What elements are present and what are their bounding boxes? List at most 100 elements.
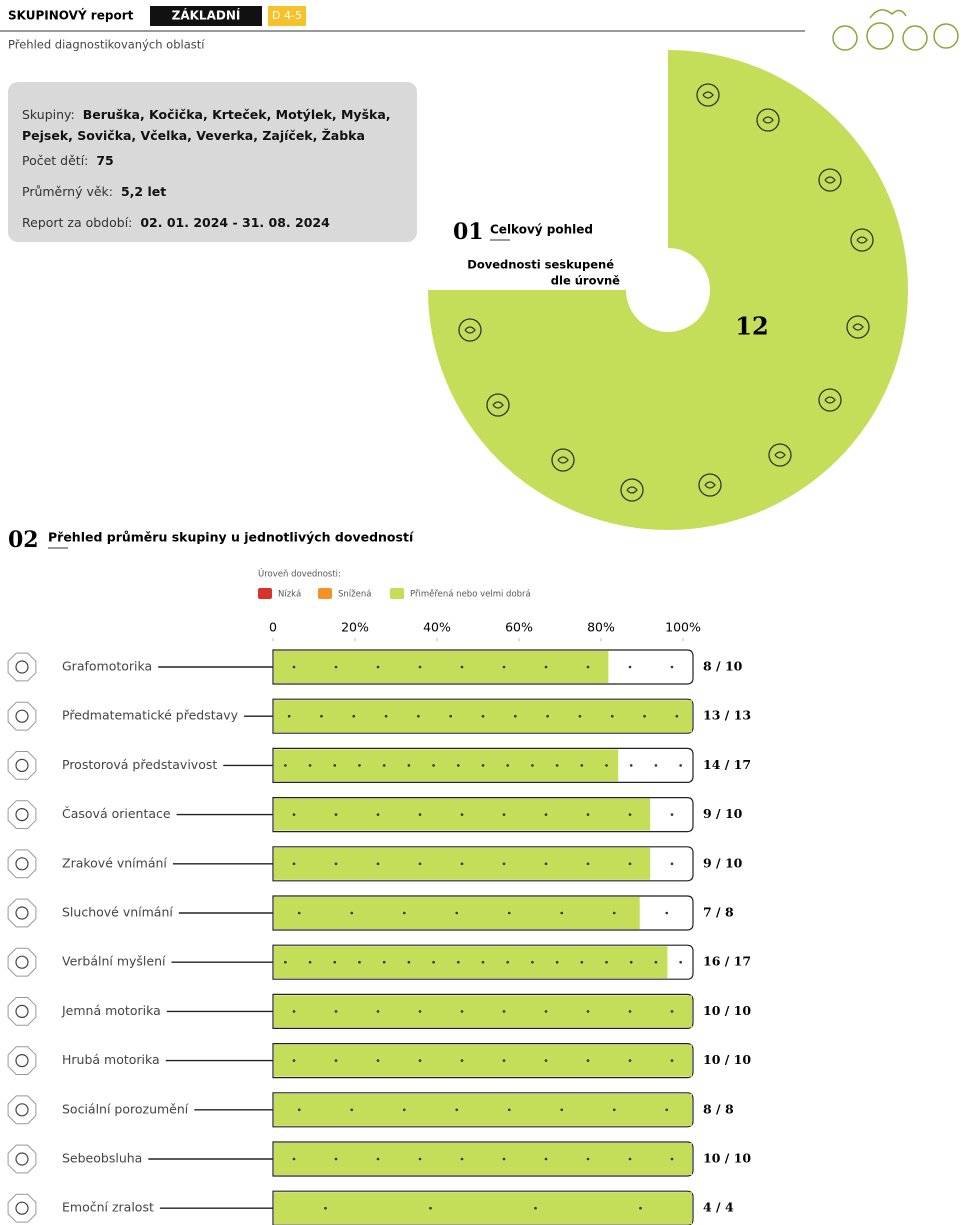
legend-swatch — [390, 588, 404, 599]
skill-icon-detail — [492, 401, 504, 409]
tick-label: 80% — [587, 620, 615, 635]
skill-icon-detail — [762, 116, 774, 124]
item-dot — [555, 960, 559, 964]
item-dot — [297, 911, 301, 915]
item-dot — [455, 1108, 459, 1112]
item-dot — [586, 665, 590, 669]
item-dot — [502, 813, 506, 816]
item-dot — [555, 764, 559, 767]
item-dot — [460, 1059, 464, 1062]
item-dot — [376, 1059, 380, 1062]
row-icon-frame — [7, 898, 37, 928]
children: Počet dětí: 75 — [22, 150, 403, 172]
skill-icon — [818, 388, 842, 412]
item-dot — [679, 764, 682, 767]
item-dot — [382, 764, 386, 767]
item-dot — [350, 911, 354, 915]
legend-swatch — [258, 588, 272, 599]
item-dot — [460, 1010, 464, 1013]
item-dot — [456, 960, 460, 964]
bar — [274, 1093, 692, 1126]
item-dot — [418, 1059, 422, 1062]
skill-icon-detail — [702, 91, 714, 99]
item-dot — [580, 960, 584, 964]
row-icon — [15, 857, 29, 871]
row-score: 13 / 13 — [703, 708, 751, 723]
tick-label: 60% — [505, 620, 533, 635]
item-dot — [407, 764, 411, 767]
row-icon — [15, 660, 29, 674]
skill-icon-detail — [856, 236, 868, 244]
item-dot — [670, 1010, 674, 1013]
item-dot — [334, 813, 338, 816]
item-dot — [628, 813, 632, 816]
item-dot — [284, 764, 287, 767]
row-label: Časová orientace — [62, 806, 171, 821]
item-dot — [502, 1157, 506, 1161]
info-box: Skupiny: Beruška, Kočička, Krteček, Motý… — [8, 82, 417, 242]
skill-icon — [846, 315, 870, 339]
groups: Skupiny: Beruška, Kočička, Krteček, Motý… — [22, 104, 403, 146]
row-icon — [15, 807, 29, 822]
item-dot — [531, 764, 534, 767]
item-dot — [628, 862, 632, 866]
item-dot — [384, 714, 388, 718]
item-dot — [544, 862, 548, 866]
row-icon-frame — [7, 1046, 37, 1075]
section-number: 01 — [453, 219, 484, 245]
skill-icon-detail — [704, 481, 716, 489]
row-score: 10 / 10 — [703, 1151, 751, 1166]
item-dot — [324, 1206, 327, 1210]
item-dot — [333, 960, 337, 964]
item-dot — [665, 1108, 669, 1112]
row-icon — [15, 1053, 29, 1068]
item-dot — [460, 813, 464, 816]
skill-icon — [850, 228, 874, 252]
row-label: Zrakové vnímání — [62, 855, 167, 870]
row-label: Sebeobsluha — [62, 1151, 142, 1166]
tick-label: 20% — [341, 620, 369, 635]
skill-icon-detail — [557, 456, 569, 464]
row-score: 9 / 10 — [703, 806, 743, 821]
row-icon-frame — [7, 701, 37, 731]
legend-title: Úroveň dovednosti: — [258, 568, 341, 580]
item-dot — [507, 1108, 511, 1112]
item-dot — [586, 813, 590, 816]
tick-label: 40% — [423, 620, 451, 635]
item-dot — [455, 911, 459, 915]
age-badge-bg — [268, 6, 306, 26]
row-icon — [15, 758, 29, 773]
bar — [274, 946, 668, 979]
row-icon-frame — [7, 849, 37, 879]
item-dot — [629, 764, 633, 767]
section-number: 02 — [8, 527, 39, 553]
item-dot — [670, 1157, 674, 1161]
skill-icon-detail — [774, 451, 786, 459]
row-icon — [15, 1201, 29, 1215]
item-dot — [382, 960, 386, 964]
item-dot — [292, 1059, 296, 1062]
item-dot — [418, 665, 422, 669]
value: 5,2 let — [120, 184, 167, 199]
item-dot — [605, 764, 608, 767]
item-dot — [287, 714, 291, 718]
skill-icons — [458, 83, 874, 502]
row-score: 7 / 8 — [703, 905, 734, 920]
row-icon — [15, 709, 29, 723]
item-dot — [679, 960, 682, 964]
item-dot — [432, 764, 435, 767]
item-dot — [628, 1157, 632, 1161]
overview-subtitle: dle úrovně — [551, 274, 620, 288]
item-dot — [544, 1157, 548, 1161]
item-dot — [417, 714, 420, 718]
item-dot — [376, 1010, 380, 1013]
row-icon — [15, 1152, 29, 1166]
item-dot — [418, 1157, 422, 1161]
item-dot — [334, 1059, 338, 1062]
row-label: Předmatematické představy — [62, 708, 239, 723]
item-dot — [654, 960, 658, 964]
item-dot — [308, 764, 312, 767]
item-dot — [352, 714, 356, 718]
row-icon — [15, 955, 29, 969]
row-label: Hrubá motorika — [62, 1052, 160, 1067]
